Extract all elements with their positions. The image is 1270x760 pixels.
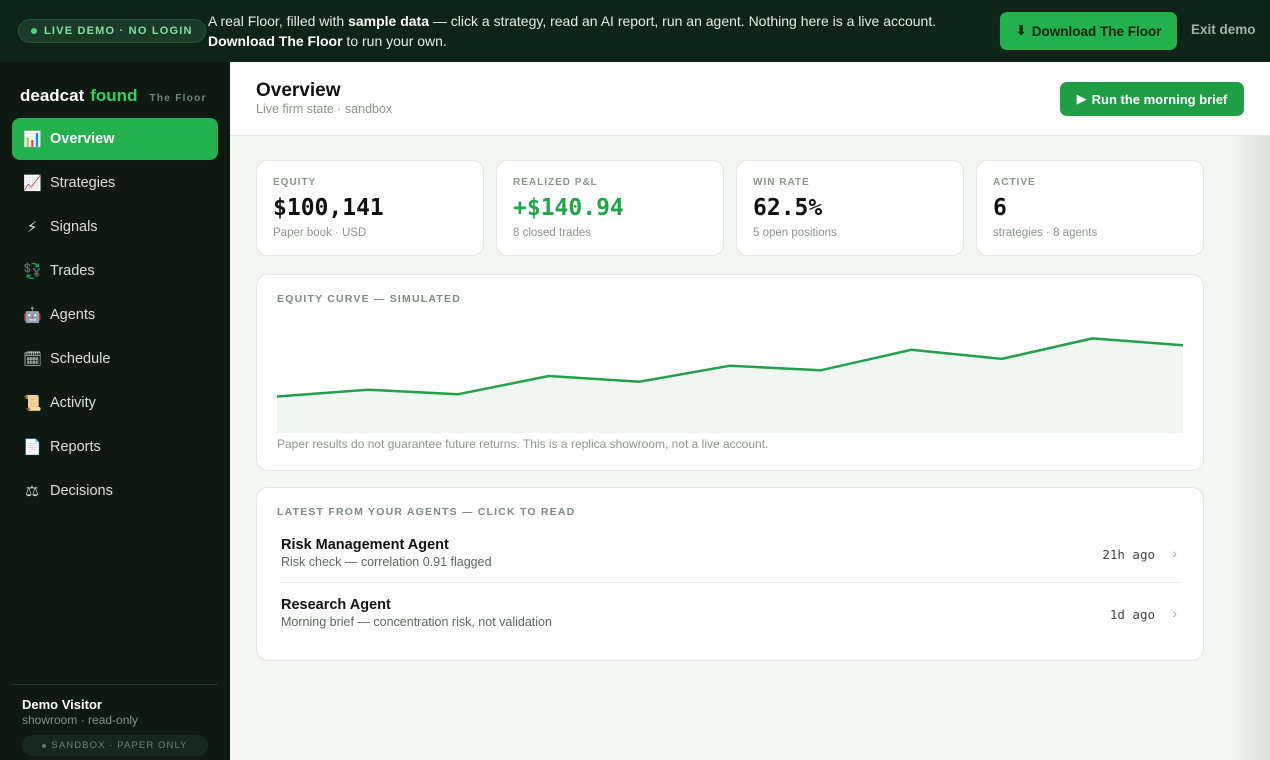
stat-label: EQUITY xyxy=(273,177,317,188)
sidebar-divider xyxy=(12,684,218,685)
equity-curve-chart xyxy=(277,337,1183,433)
agent-name: Risk Management Agent xyxy=(281,537,449,553)
stat-sub: 8 closed trades xyxy=(513,227,591,239)
banner-text-bold-1: sample data xyxy=(348,13,429,29)
sandbox-label: SANDBOX · PAPER ONLY xyxy=(51,740,188,751)
right-edge-shadow xyxy=(1230,136,1270,760)
sidebar-item-agents[interactable]: 🤖 Agents xyxy=(12,294,218,336)
live-demo-pill: LIVE DEMO · NO LOGIN xyxy=(18,19,206,43)
exchange-icon: 💱 xyxy=(23,263,42,280)
stat-sub: strategies · 8 agents xyxy=(993,227,1098,239)
sandbox-badge: SANDBOX · PAPER ONLY xyxy=(22,735,208,756)
stat-label: REALIZED P&L xyxy=(513,177,598,188)
agent-report-summary: Risk check — correlation 0.91 flagged xyxy=(281,555,492,569)
sidebar: deadcat found The Floor 📊 Overview 📈 Strate… xyxy=(0,62,230,760)
live-dot-icon xyxy=(31,28,37,34)
equity-curve-card: EQUITY CURVE — SIMULATED Paper results d… xyxy=(256,274,1204,471)
sidebar-item-decisions[interactable]: ⚖ Decisions xyxy=(12,470,218,512)
stat-sub: 5 open positions xyxy=(753,227,837,239)
sidebar-item-label: Trades xyxy=(50,263,95,279)
chevron-right-icon: › xyxy=(1172,545,1177,561)
trend-up-icon: 📈 xyxy=(23,175,42,192)
stat-value: 62.5% xyxy=(753,195,823,221)
chevron-right-icon: › xyxy=(1172,605,1177,621)
stat-card-active: ACTIVE 6 strategies · 8 agents xyxy=(976,160,1204,256)
sidebar-item-label: Signals xyxy=(50,219,98,235)
sidebar-item-reports[interactable]: 📄 Reports xyxy=(12,426,218,468)
sidebar-item-label: Schedule xyxy=(50,351,111,367)
page-subtitle: Live firm state · sandbox xyxy=(256,102,393,116)
bar-chart-icon: 📊 xyxy=(23,131,42,148)
document-icon: 📄 xyxy=(23,439,42,456)
live-demo-label: LIVE DEMO · NO LOGIN xyxy=(44,25,193,37)
banner-text-2: — click a strategy, read an AI report, r… xyxy=(429,13,937,29)
sidebar-item-strategies[interactable]: 📈 Strategies xyxy=(12,162,218,204)
sidebar-item-schedule[interactable]: 🗓 Schedule xyxy=(12,338,218,380)
brand-logo[interactable]: deadcat found The Floor xyxy=(20,86,207,106)
scroll-icon: 📜 xyxy=(23,395,42,412)
page-title: Overview xyxy=(256,80,341,101)
download-floor-label: Download The Floor xyxy=(1031,23,1162,39)
agents-feed-card: LATEST FROM YOUR AGENTS — CLICK TO READ … xyxy=(256,487,1204,661)
demo-banner: LIVE DEMO · NO LOGIN A real Floor, fille… xyxy=(0,0,1270,62)
agent-report-time: 1d ago xyxy=(1109,607,1155,622)
agent-report-summary: Morning brief — concentration risk, not … xyxy=(281,615,552,629)
agent-report-time: 21h ago xyxy=(1102,547,1155,562)
run-morning-brief-button[interactable]: ▶ Run the morning brief xyxy=(1060,82,1244,116)
user-role: showroom · read-only xyxy=(22,713,139,727)
sidebar-item-label: Overview xyxy=(50,131,115,147)
brand-name-part1: deadcat xyxy=(20,86,85,105)
play-icon: ▶ xyxy=(1076,91,1087,106)
download-floor-button[interactable]: ⬇ Download The Floor xyxy=(1000,12,1177,50)
brand-product: The Floor xyxy=(149,93,207,104)
equity-line xyxy=(277,337,1183,398)
stat-value: +$140.94 xyxy=(513,195,624,221)
download-icon: ⬇ xyxy=(1015,23,1027,38)
stat-value: 6 xyxy=(993,195,1007,221)
sidebar-item-trades[interactable]: 💱 Trades xyxy=(12,250,218,292)
sidebar-item-activity[interactable]: 📜 Activity xyxy=(12,382,218,424)
scales-icon: ⚖ xyxy=(25,483,39,500)
exit-demo-link[interactable]: Exit demo xyxy=(1191,22,1256,37)
agent-name: Research Agent xyxy=(281,597,391,613)
sidebar-item-label: Decisions xyxy=(50,483,113,499)
sidebar-item-label: Strategies xyxy=(50,175,116,191)
stat-card-win-rate: WIN RATE 62.5% 5 open positions xyxy=(736,160,964,256)
chart-disclaimer: Paper results do not guarantee future re… xyxy=(277,437,769,451)
banner-text-1: A real Floor, filled with xyxy=(208,13,349,29)
stat-label: ACTIVE xyxy=(993,177,1036,188)
equity-area-fill xyxy=(277,338,1183,433)
sidebar-item-label: Agents xyxy=(50,307,96,323)
banner-text-bold-2: Download The Floor xyxy=(208,33,343,49)
lightning-icon: ⚡ xyxy=(26,219,38,236)
banner-message: A real Floor, filled with sample data — … xyxy=(208,11,988,51)
stat-value: $100,141 xyxy=(273,195,384,221)
sandbox-dot-icon xyxy=(42,743,47,748)
sidebar-item-label: Reports xyxy=(50,439,101,455)
equity-curve-title: EQUITY CURVE — SIMULATED xyxy=(277,293,461,305)
sidebar-item-overview[interactable]: 📊 Overview xyxy=(12,118,218,160)
stat-label: WIN RATE xyxy=(753,177,810,188)
calendar-icon: 🗓 xyxy=(23,351,43,368)
sidebar-nav: 📊 Overview 📈 Strategies ⚡ Signals 💱 Trades 🤖 Agen… xyxy=(12,118,218,514)
user-name: Demo Visitor xyxy=(22,697,102,712)
robot-icon: 🤖 xyxy=(23,307,42,324)
agent-report-row[interactable]: Research Agent Morning brief — concentra… xyxy=(281,593,1179,645)
agents-feed-title: LATEST FROM YOUR AGENTS — CLICK TO READ xyxy=(277,506,576,518)
brand-name-part2: found xyxy=(90,86,138,105)
run-morning-brief-label: Run the morning brief xyxy=(1091,91,1228,107)
sidebar-item-signals[interactable]: ⚡ Signals xyxy=(12,206,218,248)
stat-sub: Paper book · USD xyxy=(273,227,367,239)
row-divider xyxy=(281,582,1179,583)
agent-report-row[interactable]: Risk Management Agent Risk check — corre… xyxy=(281,533,1179,585)
stat-card-realized-pnl: REALIZED P&L +$140.94 8 closed trades xyxy=(496,160,724,256)
banner-text-3: to run your own. xyxy=(342,33,447,49)
sidebar-item-label: Activity xyxy=(50,395,96,411)
stat-card-equity: EQUITY $100,141 Paper book · USD xyxy=(256,160,484,256)
main-header: Overview Live firm state · sandbox ▶ Run… xyxy=(230,62,1270,136)
